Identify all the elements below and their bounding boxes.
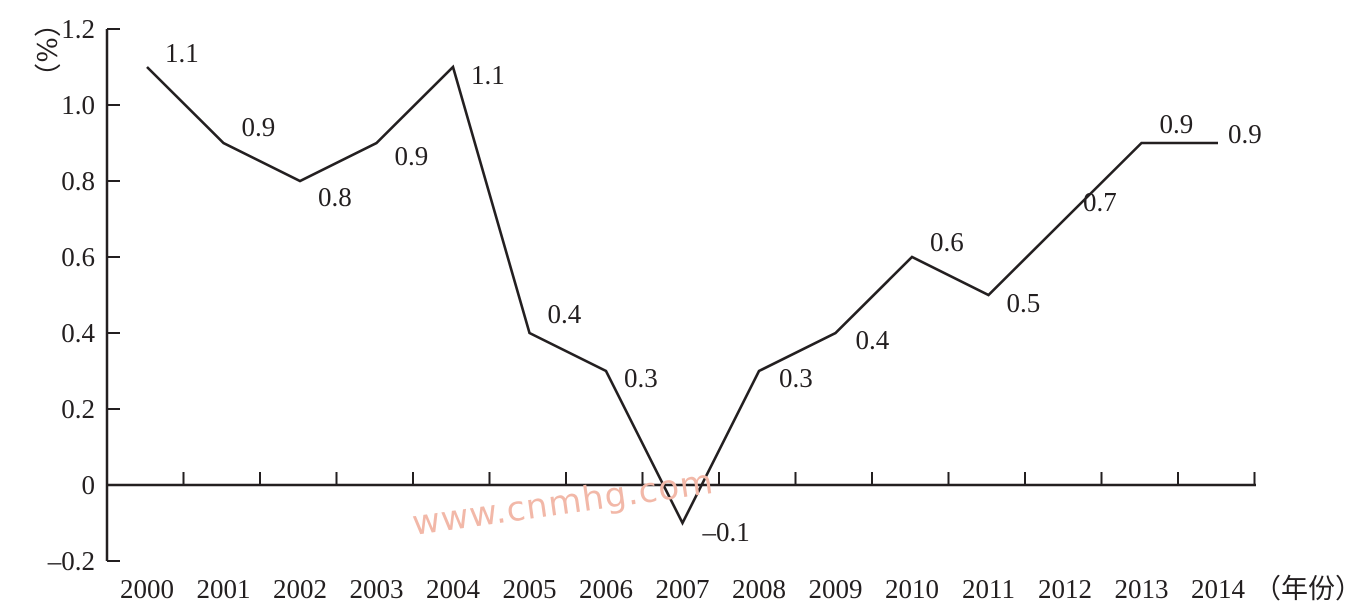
- x-tick-label: 2007: [656, 574, 710, 604]
- x-tick-label: 2002: [273, 574, 327, 604]
- series-line: [146, 64, 1218, 526]
- x-tick-label: 2008: [732, 574, 786, 604]
- watermark-text: www.cnmhg.com: [410, 462, 717, 544]
- x-tick-label: 2001: [197, 574, 251, 604]
- x-tick-label: 2011: [962, 574, 1015, 604]
- y-tick-label: –0.2: [47, 546, 95, 576]
- data-label: 0.6: [930, 227, 964, 257]
- y-tick-label: 0: [82, 470, 96, 500]
- y-tick-label: 0.8: [61, 166, 95, 196]
- x-tick-label: 2005: [503, 574, 557, 604]
- x-tick-label: 2009: [809, 574, 863, 604]
- data-label: 0.9: [1228, 119, 1262, 149]
- axes: [105, 29, 1256, 561]
- data-label: 0.9: [395, 141, 429, 171]
- data-label: 0.3: [779, 363, 813, 393]
- y-axis-title: （%）: [30, 10, 61, 90]
- tick-labels: –0.2 0 0.2 0.4 0.6 0.8 1.0 1.2 2000 2001 2002 2003 2…: [47, 14, 1246, 604]
- data-label: 0.8: [318, 182, 352, 212]
- x-tick-label: 2014: [1191, 574, 1246, 604]
- data-label: 0.4: [548, 299, 582, 329]
- data-label: 0.4: [856, 325, 890, 355]
- y-tick-label: 0.2: [61, 394, 95, 424]
- x-tick-label: 2000: [120, 574, 174, 604]
- y-tick-label: 1.0: [61, 90, 95, 120]
- data-labels: 1.1 0.9 0.8 0.9 1.1 0.4 0.3 –0.1 0.3 0.4 0.6 0.5 0.7…: [165, 38, 1262, 547]
- x-axis-title: （年份）: [1254, 574, 1362, 605]
- x-tick-label: 2006: [579, 574, 633, 604]
- y-tick-label: 1.2: [61, 14, 95, 44]
- data-label: 0.3: [624, 363, 658, 393]
- y-tick-label: 0.6: [61, 242, 95, 272]
- x-tick-label: 2013: [1115, 574, 1169, 604]
- ticks: [107, 28, 1256, 562]
- data-label: 1.1: [165, 38, 199, 68]
- x-tick-label: 2010: [885, 574, 939, 604]
- x-tick-label: 2012: [1038, 574, 1092, 604]
- data-label: 0.9: [1160, 109, 1194, 139]
- data-label: 0.9: [242, 112, 276, 142]
- series: [146, 64, 1218, 526]
- x-tick-label: 2003: [350, 574, 404, 604]
- y-tick-label: 0.4: [61, 318, 95, 348]
- data-label: –0.1: [702, 517, 750, 547]
- data-label: 0.5: [1007, 288, 1041, 318]
- data-label: 1.1: [471, 60, 505, 90]
- x-tick-label: 2004: [426, 574, 481, 604]
- data-label: 0.7: [1083, 187, 1117, 217]
